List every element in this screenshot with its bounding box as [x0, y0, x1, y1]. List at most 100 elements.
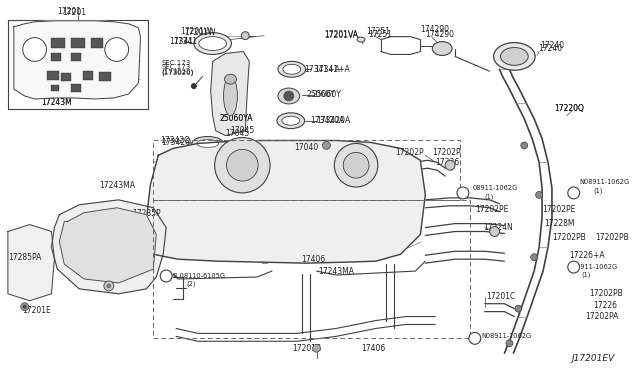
Text: 17202PE: 17202PE	[475, 205, 508, 214]
Text: 17202PE: 17202PE	[542, 205, 575, 214]
Circle shape	[506, 340, 513, 347]
Text: 17202P: 17202P	[432, 148, 461, 157]
Circle shape	[568, 261, 580, 273]
Text: N: N	[460, 190, 466, 195]
Circle shape	[227, 150, 258, 181]
Ellipse shape	[194, 33, 232, 54]
Circle shape	[284, 91, 294, 101]
Text: N: N	[472, 336, 477, 341]
Circle shape	[521, 142, 528, 149]
Text: 17202P: 17202P	[396, 148, 424, 157]
Text: N08911-1062G: N08911-1062G	[580, 179, 630, 185]
Text: (2): (2)	[186, 281, 195, 287]
Text: 17406: 17406	[361, 344, 385, 353]
Text: 17226+A: 17226+A	[569, 251, 604, 260]
Bar	[71, 38, 85, 48]
Text: 17220Q: 17220Q	[554, 105, 584, 113]
Ellipse shape	[500, 48, 528, 65]
Text: 25060Y: 25060Y	[307, 90, 335, 99]
Polygon shape	[211, 51, 249, 135]
Circle shape	[214, 138, 270, 193]
Circle shape	[312, 344, 321, 352]
Polygon shape	[8, 225, 54, 301]
Circle shape	[445, 160, 455, 170]
Text: 17045: 17045	[230, 126, 255, 135]
Circle shape	[23, 305, 26, 308]
Text: 17228M: 17228M	[544, 219, 575, 228]
Ellipse shape	[278, 61, 306, 77]
Text: 17202PA: 17202PA	[586, 312, 619, 321]
Ellipse shape	[493, 42, 535, 70]
Circle shape	[515, 305, 522, 312]
Bar	[51, 38, 65, 48]
Circle shape	[490, 227, 499, 237]
Ellipse shape	[277, 113, 305, 129]
Bar	[83, 71, 93, 80]
Ellipse shape	[192, 137, 223, 150]
Ellipse shape	[432, 42, 452, 55]
Text: 17201E: 17201E	[292, 344, 321, 353]
Bar	[154, 141, 460, 200]
Circle shape	[104, 281, 114, 291]
Circle shape	[107, 284, 111, 288]
Text: 17342Q: 17342Q	[160, 136, 190, 145]
Text: (1): (1)	[484, 194, 494, 200]
Bar	[61, 73, 71, 81]
Circle shape	[191, 84, 196, 89]
Text: 17243M: 17243M	[42, 99, 72, 108]
Bar	[8, 20, 148, 109]
Bar	[71, 84, 81, 92]
Bar	[51, 54, 61, 61]
Text: 17201W: 17201W	[180, 27, 212, 36]
Ellipse shape	[197, 140, 219, 147]
Ellipse shape	[225, 74, 236, 84]
Text: 17243M: 17243M	[42, 99, 72, 108]
Text: 17406: 17406	[301, 255, 326, 264]
Text: 17251: 17251	[366, 27, 390, 36]
Text: N: N	[571, 190, 577, 195]
Text: 17201: 17201	[58, 7, 81, 16]
Text: 173420A: 173420A	[310, 116, 345, 125]
Text: N08911-1062G: N08911-1062G	[482, 333, 532, 339]
Text: 174290: 174290	[420, 25, 449, 34]
Circle shape	[568, 187, 580, 199]
Bar	[47, 71, 60, 80]
Text: 17202PB: 17202PB	[552, 233, 586, 242]
Bar	[91, 38, 103, 48]
Text: 17240: 17240	[540, 41, 564, 50]
Text: 17201VA: 17201VA	[324, 31, 358, 40]
Text: 17202PB: 17202PB	[589, 289, 623, 298]
Polygon shape	[14, 21, 140, 99]
Text: N: N	[571, 264, 577, 270]
Circle shape	[343, 153, 369, 178]
Ellipse shape	[283, 64, 301, 74]
Text: 17202PB: 17202PB	[595, 233, 629, 242]
Ellipse shape	[357, 37, 365, 42]
Text: J17201EV: J17201EV	[572, 354, 615, 363]
Polygon shape	[60, 208, 156, 283]
Text: B: B	[164, 273, 168, 279]
Bar	[154, 200, 470, 338]
Text: 174290: 174290	[426, 30, 454, 39]
Text: B 08110-6105G: B 08110-6105G	[173, 273, 225, 279]
Circle shape	[457, 187, 469, 199]
Ellipse shape	[278, 88, 300, 104]
Circle shape	[23, 38, 47, 61]
Text: 17341+A: 17341+A	[305, 65, 340, 74]
Circle shape	[531, 254, 538, 261]
Text: 25060Y: 25060Y	[312, 90, 342, 99]
Text: 17220Q: 17220Q	[554, 105, 584, 113]
Text: 25060YA: 25060YA	[220, 114, 253, 123]
Text: (1): (1)	[582, 272, 591, 278]
Text: 17251: 17251	[368, 30, 392, 39]
Text: (173020): (173020)	[161, 68, 194, 74]
Circle shape	[536, 192, 543, 198]
Text: 25060YA: 25060YA	[220, 114, 253, 123]
Bar	[51, 85, 60, 91]
Text: 17341: 17341	[173, 37, 197, 46]
Text: 17285P: 17285P	[132, 209, 161, 218]
Text: 17201C: 17201C	[486, 292, 516, 301]
Polygon shape	[51, 200, 166, 294]
Polygon shape	[147, 141, 426, 263]
Bar	[71, 54, 81, 61]
